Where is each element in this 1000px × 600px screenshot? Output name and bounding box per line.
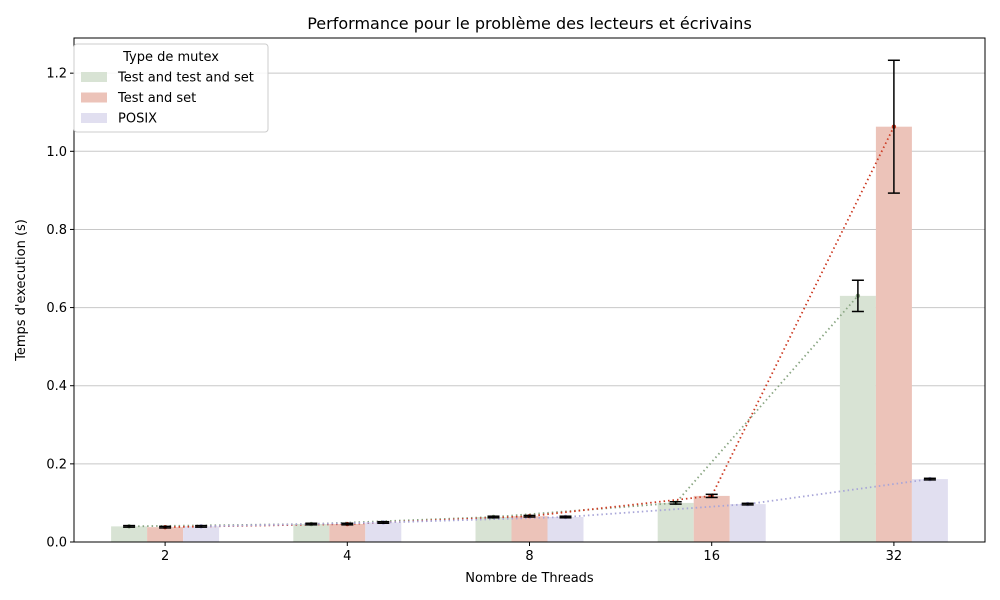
bar	[511, 516, 548, 542]
legend-swatch	[81, 113, 107, 123]
y-tick-label: 0.2	[46, 457, 67, 472]
legend: Type de mutex Test and test and setTest …	[73, 43, 269, 133]
x-tick-label: 4	[343, 549, 351, 564]
legend-swatch	[81, 92, 107, 103]
x-tick-label: 16	[703, 549, 720, 564]
bar	[329, 524, 366, 542]
axes: 0.0 0.2 0.4 0.6 0.8 1.0 1.2 2 4 8 16 32	[46, 67, 902, 564]
bar	[183, 526, 220, 542]
legend-label: Test and set	[117, 91, 196, 106]
y-tick-label: 1.0	[46, 145, 67, 160]
bars	[111, 126, 948, 543]
bar	[365, 522, 402, 542]
bar	[147, 527, 184, 542]
legend-label: POSIX	[118, 112, 157, 127]
bar	[293, 524, 330, 542]
legend-swatch	[81, 72, 107, 82]
legend-box	[73, 43, 269, 133]
x-tick-label: 2	[161, 549, 169, 564]
legend-title: Type de mutex	[122, 50, 219, 65]
bar	[111, 526, 148, 542]
bar	[657, 502, 694, 542]
x-axis-title: Nombre de Threads	[465, 571, 594, 586]
bar	[911, 479, 948, 542]
legend-items: Test and test and set Test and set POSIX	[81, 71, 254, 127]
y-axis-title: Temps d'execution (s)	[14, 219, 29, 362]
y-tick-label: 0.4	[46, 379, 67, 394]
bar	[547, 516, 584, 542]
y-tick-label: 0.6	[46, 301, 67, 316]
y-tick-label: 0.8	[46, 223, 67, 238]
x-tick-label: 8	[525, 549, 533, 564]
x-tick-label: 32	[886, 549, 903, 564]
y-tick-label: 1.2	[46, 67, 67, 82]
bar	[875, 126, 912, 543]
bar	[693, 495, 730, 542]
y-tick-label: 0.0	[46, 536, 67, 551]
chart-title: Performance pour le problème des lecteur…	[307, 14, 752, 33]
bar	[475, 516, 512, 542]
legend-label: Test and test and set	[117, 71, 254, 86]
bar	[839, 295, 876, 542]
bar	[729, 504, 766, 542]
error-bars	[123, 59, 936, 529]
